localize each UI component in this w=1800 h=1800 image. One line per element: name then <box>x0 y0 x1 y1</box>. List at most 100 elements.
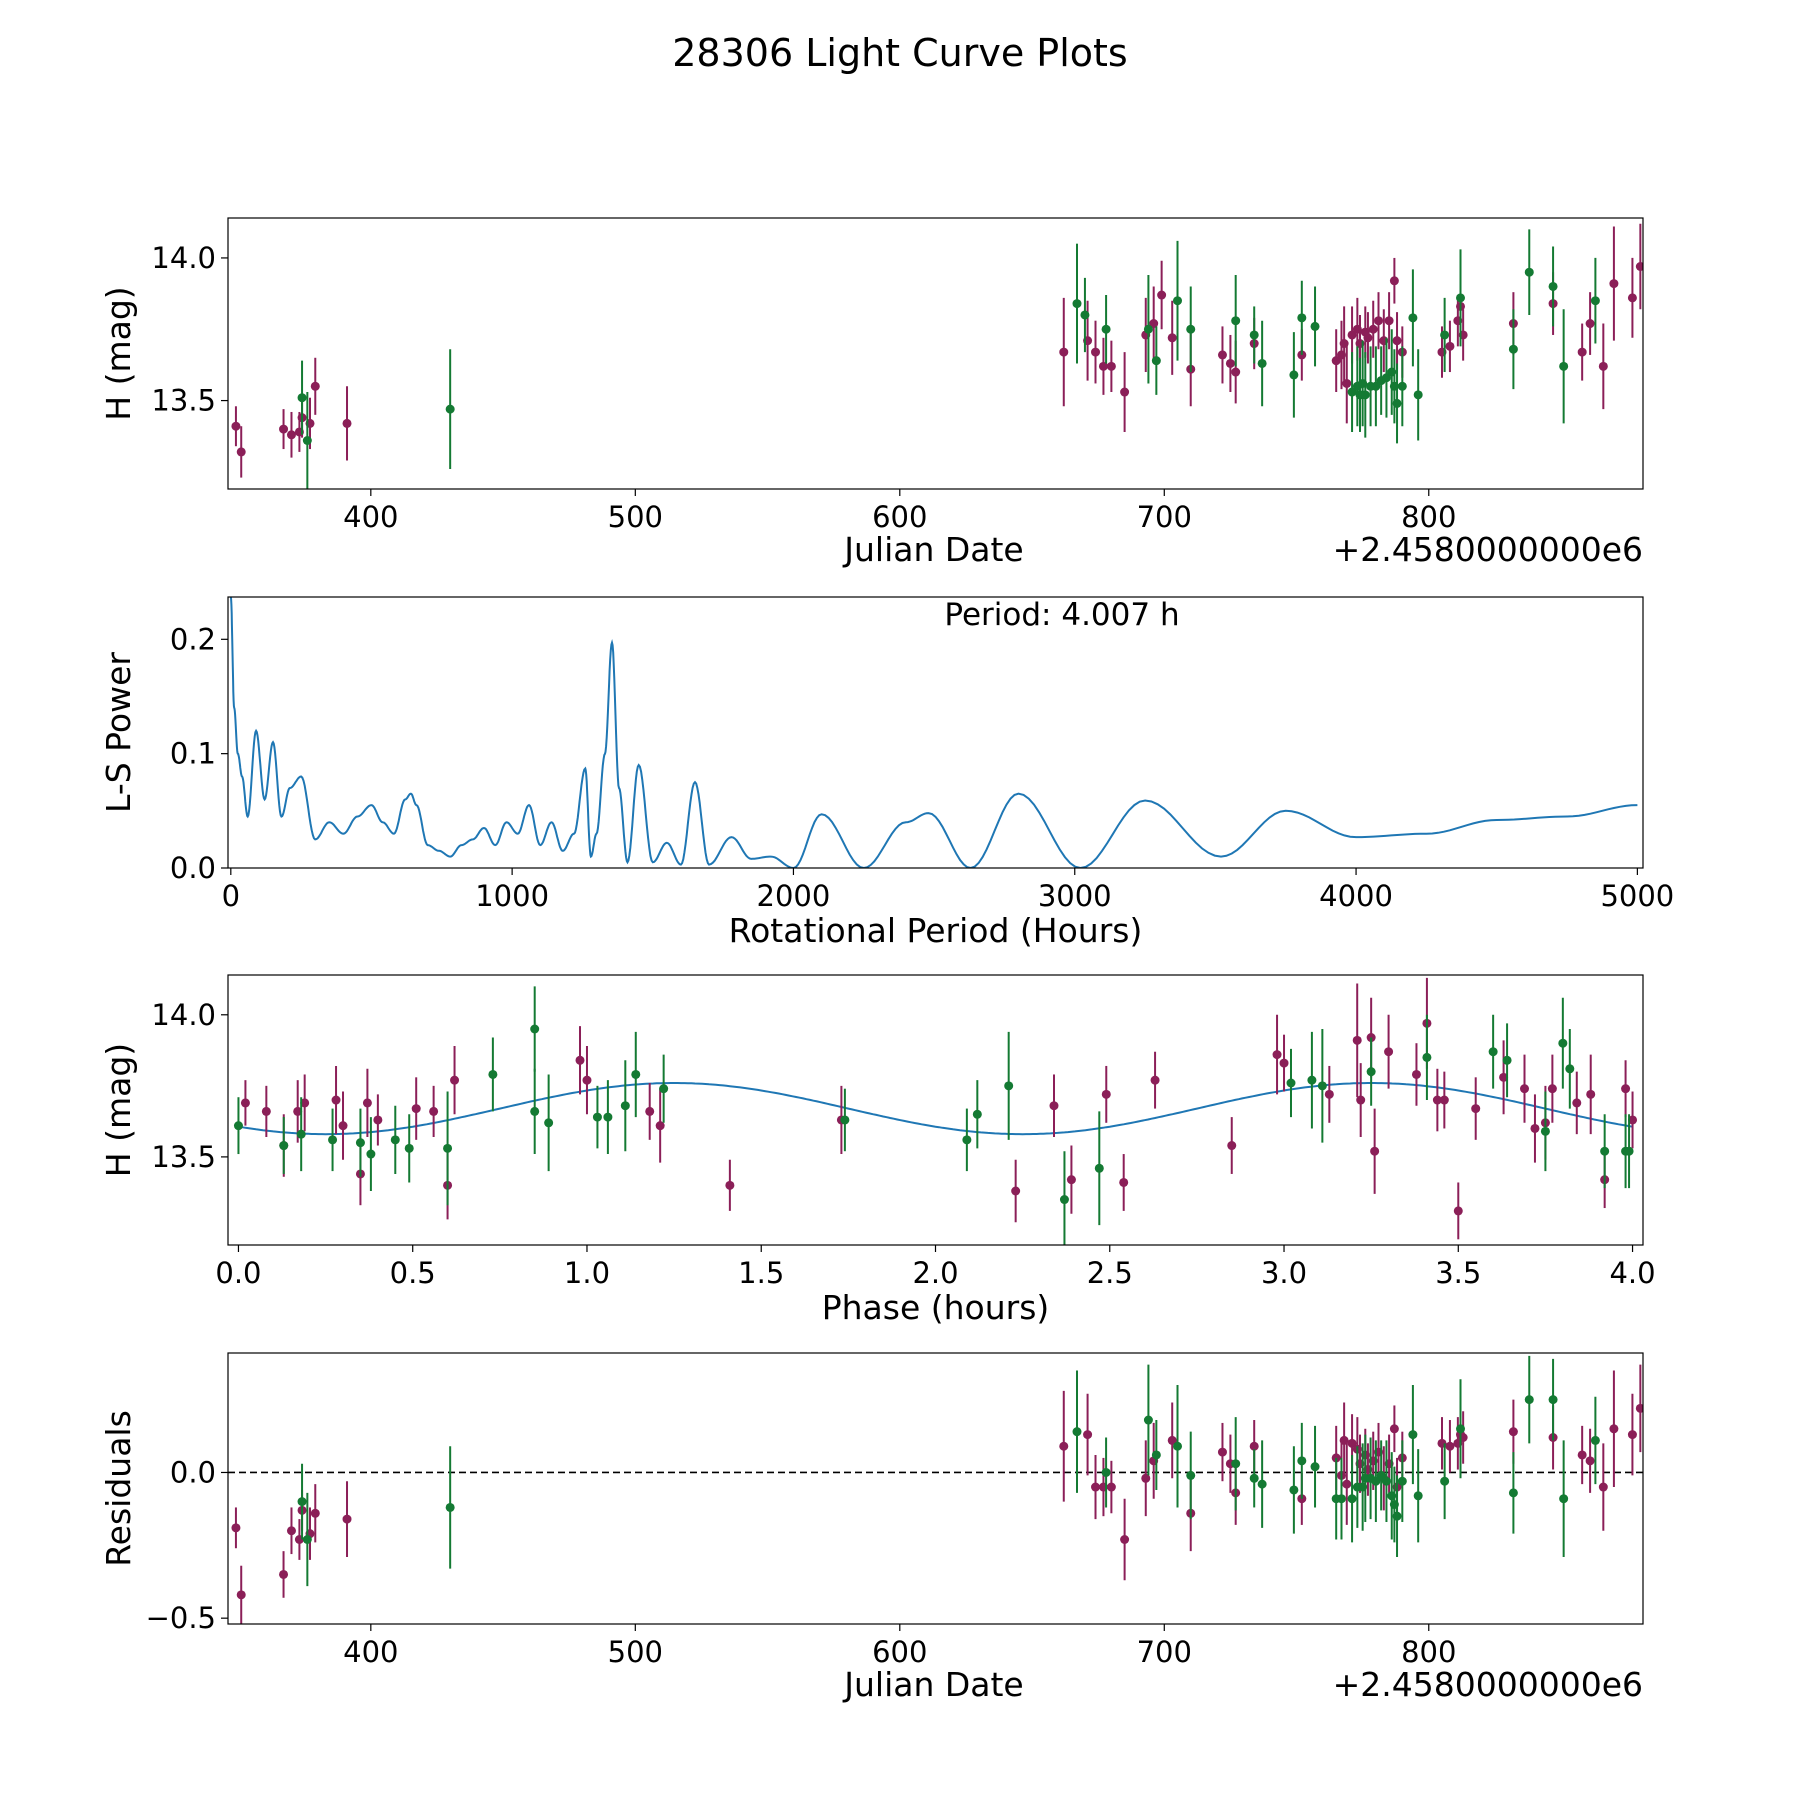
phased-data-point <box>972 1109 982 1119</box>
phased-data-point <box>1286 1078 1296 1088</box>
residual-x-ticks: 400 500 600 700 800 <box>343 1624 1456 1669</box>
phased-data-point <box>1565 1064 1575 1074</box>
phased-data-point <box>296 1129 306 1139</box>
raw-data-point <box>1392 398 1402 408</box>
raw-data-point <box>1072 299 1082 309</box>
phased-data-point <box>1272 1050 1282 1060</box>
raw-data-point <box>1101 324 1111 334</box>
residuals-data-point <box>1217 1447 1227 1457</box>
phased-data-point <box>1066 1175 1076 1185</box>
raw-data-point <box>1173 296 1183 306</box>
residual-x-axis-label: Julian Date <box>842 1665 1024 1704</box>
phased-data-point <box>1540 1126 1550 1136</box>
residuals-data-point <box>1257 1479 1267 1489</box>
raw-data-point <box>302 436 312 446</box>
phased-data-point <box>1600 1146 1610 1156</box>
raw-data-point <box>1577 347 1587 357</box>
phased-data-point <box>1499 1072 1509 1082</box>
periodogram-x-tick-label: 1000 <box>475 879 549 913</box>
figure-title: 28306 Light Curve Plots <box>672 31 1127 75</box>
residuals-data-point <box>236 1590 246 1600</box>
phased-data-point <box>659 1084 669 1094</box>
residual-y-axis-label: Residuals <box>99 1410 138 1567</box>
raw-data-point <box>1559 361 1569 371</box>
periodogram-y-ticks: 0.0 0.1 0.2 <box>170 622 228 885</box>
raw-data-point <box>1106 361 1116 371</box>
raw-data-point <box>1257 358 1267 368</box>
phased-data-point <box>1624 1146 1634 1156</box>
raw-data-point <box>1384 316 1394 326</box>
residuals-data-point <box>1231 1459 1241 1469</box>
residuals-data-point <box>302 1534 312 1544</box>
phased-data-point <box>575 1055 585 1065</box>
phased-x-tick-label: 3.5 <box>1435 1256 1481 1290</box>
residual-data-points <box>228 1355 1643 1624</box>
phased-data-point <box>1279 1058 1289 1068</box>
phased-data-point <box>1356 1095 1366 1105</box>
phased-data-point <box>1621 1084 1631 1094</box>
raw-plot-frame <box>227 217 1644 490</box>
raw-data-point <box>1231 316 1241 326</box>
phased-data-point <box>1004 1081 1014 1091</box>
raw-data-point <box>1392 336 1402 346</box>
residuals-data-point <box>1347 1438 1357 1448</box>
phased-x-tick-label: 1.0 <box>564 1256 610 1290</box>
periodogram-x-tick-label: 2000 <box>757 879 831 913</box>
raw-data-point <box>1371 381 1381 391</box>
phased-x-tick-label: 1.5 <box>738 1256 784 1290</box>
phased-data-point <box>1471 1104 1481 1114</box>
phased-x-tick-label: 3.0 <box>1261 1256 1307 1290</box>
raw-data-point <box>236 447 246 457</box>
phased-data-point <box>338 1121 348 1131</box>
raw-data-point <box>1397 381 1407 391</box>
residuals-data-point <box>445 1502 455 1512</box>
period-annotation: Period: 4.007 h <box>944 597 1179 633</box>
phased-data-point <box>1324 1089 1334 1099</box>
phased-data-point <box>620 1101 630 1111</box>
residuals-data-point <box>1342 1479 1352 1489</box>
phased-data-point <box>355 1138 365 1148</box>
phased-x-tick-label: 4.0 <box>1609 1256 1655 1290</box>
phased-data-point <box>1422 1052 1432 1062</box>
phased-data-point <box>1558 1038 1568 1048</box>
phased-data-points <box>233 977 1638 1245</box>
phased-data-point <box>293 1106 303 1116</box>
phased-y-tick-label: 14.0 <box>151 998 216 1032</box>
raw-data-point <box>1408 313 1418 323</box>
phased-data-point <box>631 1069 641 1079</box>
residuals-data-point <box>1106 1482 1116 1492</box>
raw-data-point <box>310 381 320 391</box>
residuals-data-point <box>1167 1435 1177 1445</box>
raw-data-point <box>231 421 241 431</box>
raw-x-tick-label: 500 <box>608 500 663 534</box>
phased-data-point <box>1411 1069 1421 1079</box>
residuals-data-point <box>1524 1395 1534 1405</box>
raw-data-point <box>297 393 307 403</box>
phased-x-tick-label: 0.5 <box>390 1256 436 1290</box>
raw-data-point <box>286 430 296 440</box>
phased-data-point <box>530 1024 540 1034</box>
phased-data-point <box>840 1115 850 1125</box>
phased-data-point <box>582 1075 592 1085</box>
periodogram-y-axis-label: L-S Power <box>99 652 138 813</box>
residuals-data-point <box>297 1497 307 1507</box>
raw-data-point <box>1186 324 1196 334</box>
raw-data-point <box>1347 330 1357 340</box>
periodogram-x-axis-label: Rotational Period (Hours) <box>729 911 1143 950</box>
periodogram-x-tick-label: 4000 <box>1319 879 1393 913</box>
raw-data-point <box>1231 367 1241 377</box>
periodogram-power-line <box>229 597 1638 868</box>
residual-x-offset-label: +2.4580000000e6 <box>1333 1665 1643 1704</box>
raw-x-ticks: 400 500 600 700 800 <box>343 489 1456 534</box>
phased-data-point <box>1119 1177 1129 1187</box>
phased-data-point <box>1307 1075 1317 1085</box>
phased-data-point <box>1488 1047 1498 1057</box>
phased-y-ticks: 13.5 14.0 <box>151 998 228 1174</box>
raw-data-point <box>1091 347 1101 357</box>
raw-data-point <box>1217 350 1227 360</box>
phased-x-tick-label: 2.5 <box>1087 1256 1133 1290</box>
phased-data-point <box>544 1118 554 1128</box>
residuals-data-point <box>1635 1403 1643 1413</box>
phased-data-point <box>429 1106 439 1116</box>
raw-y-axis-label: H (mag) <box>99 286 138 420</box>
